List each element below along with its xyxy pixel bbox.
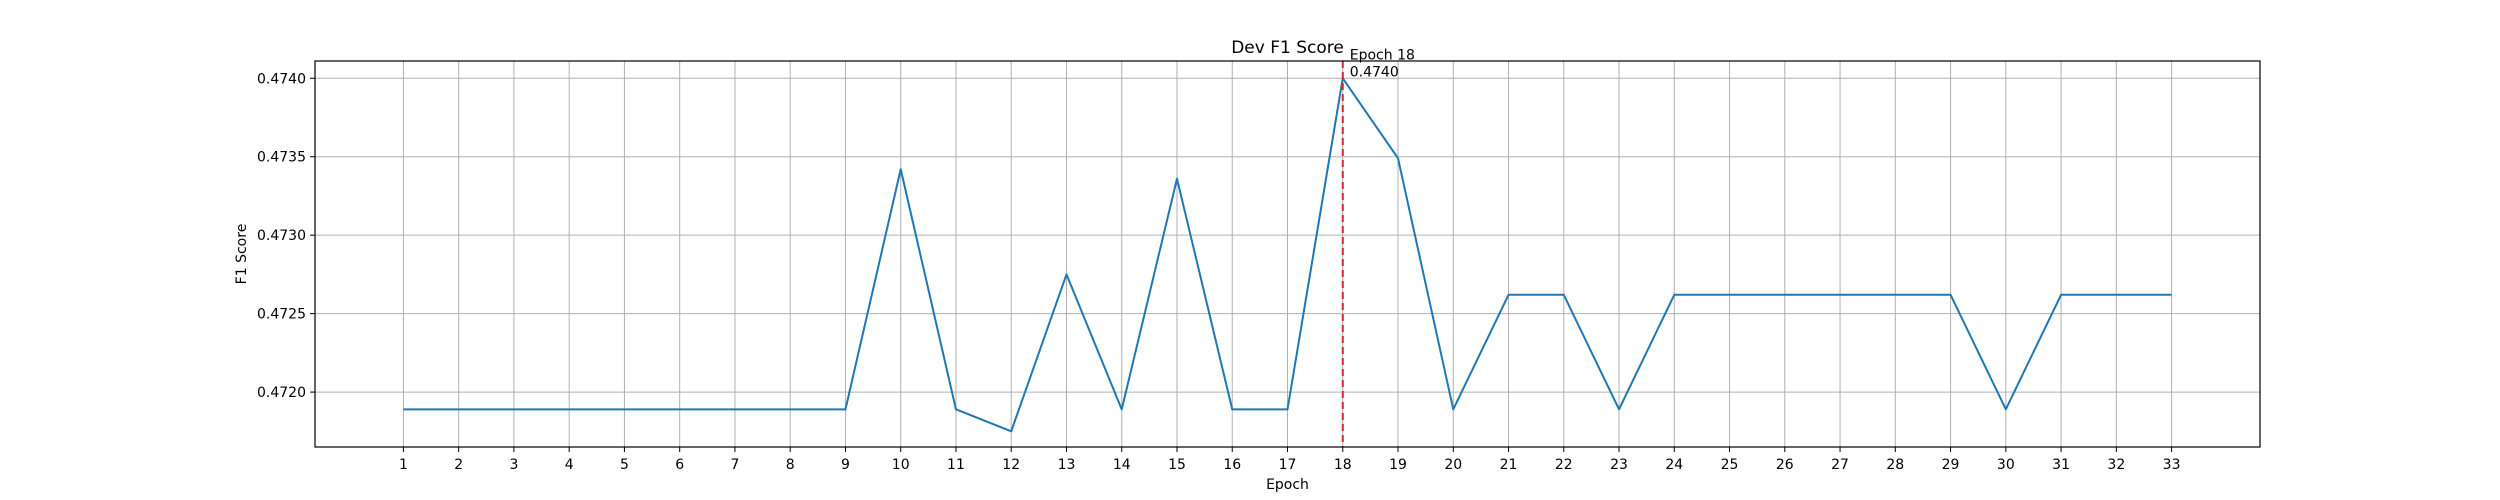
y-tick-label: 0.4720 bbox=[257, 385, 306, 401]
x-tick-label: 27 bbox=[1831, 457, 1849, 473]
x-tick-label: 24 bbox=[1665, 457, 1683, 473]
x-tick-label: 5 bbox=[620, 457, 629, 473]
y-tick-label: 0.4740 bbox=[257, 71, 306, 87]
y-axis-title: F1 Score bbox=[234, 224, 250, 285]
y-tick-label: 0.4725 bbox=[257, 307, 306, 323]
x-tick-label: 22 bbox=[1555, 457, 1573, 473]
x-tick-label: 10 bbox=[892, 457, 910, 473]
x-tick-label: 19 bbox=[1389, 457, 1407, 473]
x-tick-label: 28 bbox=[1886, 457, 1904, 473]
x-tick-label: 3 bbox=[509, 457, 518, 473]
x-tick-label: 12 bbox=[1002, 457, 1020, 473]
y-axis-ticks: 0.4720 0.4725 0.4730 0.4735 0.4740 bbox=[257, 71, 315, 401]
x-tick-label: 13 bbox=[1058, 457, 1076, 473]
series-line bbox=[403, 77, 2172, 433]
x-tick-label: 11 bbox=[947, 457, 965, 473]
y-tick-label: 0.4735 bbox=[257, 150, 306, 166]
x-tick-label: 2 bbox=[454, 457, 463, 473]
peak-annotation-epoch: Epoch 18 bbox=[1350, 47, 1415, 63]
x-tick-label: 6 bbox=[675, 457, 684, 473]
x-tick-label: 29 bbox=[1942, 457, 1960, 473]
x-tick-label: 7 bbox=[730, 457, 739, 473]
x-tick-label: 14 bbox=[1113, 457, 1131, 473]
y-tick-label: 0.4730 bbox=[257, 228, 306, 244]
grid-layer bbox=[315, 61, 2260, 447]
x-tick-label: 20 bbox=[1444, 457, 1462, 473]
chart-title: Dev F1 Score bbox=[1231, 38, 1344, 58]
x-axis-ticks: 1 2 3 4 5 6 7 8 9 10 11 12 13 14 15 16 17 18 19 20 21 22 23 24 2… bbox=[399, 447, 2181, 473]
x-tick-label: 15 bbox=[1168, 457, 1186, 473]
x-tick-label: 32 bbox=[2107, 457, 2125, 473]
peak-annotation-value: 0.4740 bbox=[1350, 64, 1399, 80]
x-tick-label: 1 bbox=[399, 457, 408, 473]
x-tick-label: 21 bbox=[1500, 457, 1518, 473]
x-tick-label: 18 bbox=[1334, 457, 1352, 473]
x-tick-label: 30 bbox=[1997, 457, 2015, 473]
x-tick-label: 16 bbox=[1223, 457, 1241, 473]
x-tick-label: 9 bbox=[841, 457, 850, 473]
x-tick-label: 4 bbox=[565, 457, 574, 473]
series-layer bbox=[403, 77, 2172, 433]
x-axis-title: Epoch bbox=[1266, 477, 1309, 493]
x-tick-label: 25 bbox=[1721, 457, 1739, 473]
plot-area-frame bbox=[314, 60, 2261, 448]
x-tick-label: 17 bbox=[1279, 457, 1297, 473]
x-tick-label: 23 bbox=[1610, 457, 1628, 473]
x-tick-label: 26 bbox=[1776, 457, 1794, 473]
x-tick-label: 31 bbox=[2052, 457, 2070, 473]
x-tick-label: 33 bbox=[2163, 457, 2181, 473]
x-tick-label: 8 bbox=[786, 457, 795, 473]
